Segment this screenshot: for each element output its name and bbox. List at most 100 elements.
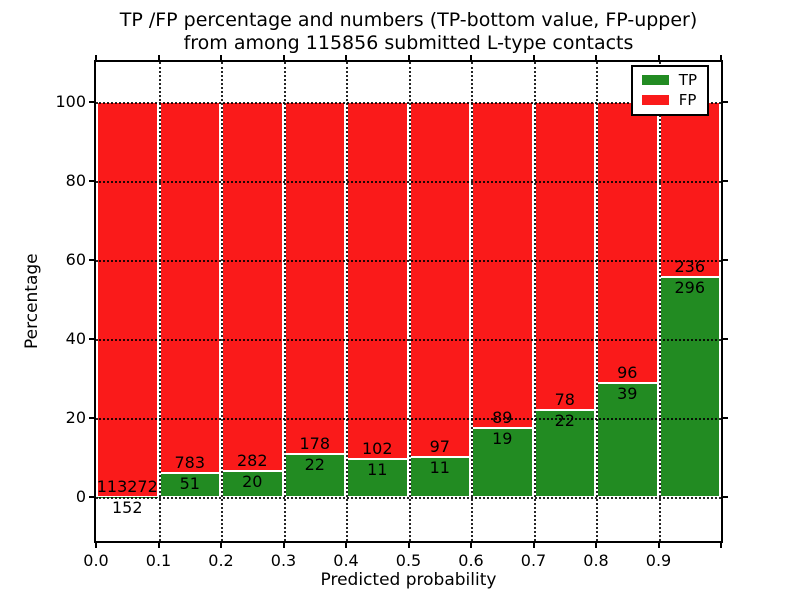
bar-segment-fp <box>347 101 408 459</box>
y-tick-mark <box>89 100 94 103</box>
fp-legend-swatch <box>641 95 669 105</box>
x-tick-mark <box>407 543 410 548</box>
gridline-vertical <box>658 62 661 541</box>
x-tick-label: 0.0 <box>83 551 109 570</box>
legend-item-fp: FP <box>641 91 697 109</box>
gridline-vertical <box>158 62 161 541</box>
bar-segment-fp <box>472 101 533 428</box>
bar-segment-fp <box>659 101 720 278</box>
x-tick-mark-top <box>407 55 410 60</box>
bar-label-fp: 102 <box>361 438 393 458</box>
bar-segment-fp <box>284 101 345 454</box>
gridline-horizontal <box>96 418 721 421</box>
bar-segment-tp <box>159 473 220 498</box>
x-tick-mark <box>220 543 222 548</box>
y-tick-mark-right <box>723 179 728 182</box>
x-tick-label: 0.4 <box>333 551 359 570</box>
x-tick-label: 0.7 <box>520 551 547 570</box>
y-axis-label: Percentage <box>22 253 42 350</box>
x-tick-label: 0.3 <box>270 551 297 570</box>
gridline-vertical <box>346 62 348 541</box>
y-tick-mark-right <box>723 338 728 341</box>
x-tick-mark-top <box>720 55 722 60</box>
bar-label-tp: 51 <box>179 474 200 494</box>
y-tick-mark <box>89 258 94 261</box>
gridline-vertical <box>471 62 473 541</box>
fp-legend-label: FP <box>678 91 697 109</box>
tp-legend-swatch <box>641 75 669 85</box>
y-tick-label: 100 <box>55 91 86 111</box>
bar-label-tp: 152 <box>111 497 143 517</box>
y-tick-mark-right <box>723 496 728 499</box>
x-tick-mark-top <box>345 55 347 60</box>
y-tick-mark <box>89 417 94 420</box>
x-tick-mark-top <box>157 55 160 60</box>
y-tick-mark <box>89 496 94 499</box>
y-tick-mark <box>89 179 94 182</box>
bar-label-tp: 19 <box>492 428 513 448</box>
bar-label-fp: 282 <box>236 451 268 471</box>
tp-legend-label: TP <box>678 71 697 89</box>
y-tick-label: 40 <box>65 329 86 349</box>
x-tick-mark-top <box>95 55 97 60</box>
bar-label-fp: 89 <box>492 407 513 427</box>
y-tick-mark-right <box>723 100 728 103</box>
y-tick-mark <box>89 338 94 341</box>
bar-label-tp: 22 <box>304 454 325 474</box>
x-tick-mark <box>95 543 97 548</box>
gridline-vertical <box>283 62 286 541</box>
gridline-vertical <box>221 62 223 541</box>
legend-item-tp: TP <box>641 71 697 89</box>
bar-label-fp: 236 <box>674 257 706 277</box>
x-tick-label: 0.2 <box>208 551 234 570</box>
chart-title-line2: from among 115856 submitted L-type conta… <box>183 32 634 54</box>
x-tick-label: 0.5 <box>395 551 422 570</box>
x-tick-mark <box>720 543 722 548</box>
bar-segment-tp <box>97 496 158 498</box>
x-tick-label: 0.8 <box>583 551 609 570</box>
gridline-vertical <box>533 62 536 541</box>
x-tick-mark <box>345 543 347 548</box>
y-tick-label: 80 <box>65 170 86 190</box>
y-tick-mark-right <box>723 417 728 420</box>
x-tick-mark <box>595 543 597 548</box>
bar-label-tp: 11 <box>367 459 388 479</box>
x-axis-label: Predicted probability <box>320 570 497 590</box>
x-tick-mark <box>532 543 535 548</box>
gridline-horizontal <box>96 497 721 500</box>
gridline-horizontal <box>96 101 721 104</box>
bar-label-fp: 96 <box>617 363 638 383</box>
bar-label-fp: 178 <box>299 433 331 453</box>
x-tick-mark-top <box>532 55 535 60</box>
x-tick-mark <box>470 543 472 548</box>
x-tick-label: 0.1 <box>145 551 172 570</box>
y-tick-label: 20 <box>65 408 86 428</box>
x-tick-mark-top <box>657 55 660 60</box>
plot-area: TP FP 113272 152 783 51 282 20 178 22 102 11 97 11 8… <box>55 55 728 570</box>
x-tick-mark <box>282 543 285 548</box>
y-tick-label: 0 <box>75 487 86 507</box>
x-tick-mark-top <box>470 55 472 60</box>
gridline-vertical <box>596 62 598 541</box>
y-tick-label: 60 <box>65 249 86 269</box>
bar-label-fp: 783 <box>174 453 206 473</box>
bar-segment-fp <box>409 101 470 458</box>
x-tick-mark <box>157 543 160 548</box>
x-tick-mark-top <box>595 55 597 60</box>
bar-label-tp: 22 <box>554 411 575 431</box>
bar-segment-tp <box>659 277 720 498</box>
chart-title-line1: TP /FP percentage and numbers (TP-bottom… <box>119 9 698 31</box>
bar-label-fp: 113272 <box>96 476 158 496</box>
bar-segment-tp <box>222 471 283 498</box>
bar-label-tp: 11 <box>429 458 450 478</box>
bar-label-fp: 97 <box>429 437 450 457</box>
bar-label-fp: 78 <box>554 390 575 410</box>
bar-segment-tp <box>597 383 658 498</box>
bar-label-tp: 39 <box>617 384 638 404</box>
gridline-horizontal <box>96 339 721 342</box>
gridline-horizontal <box>96 259 721 262</box>
bar-segment-fp <box>597 101 658 384</box>
legend: TP FP <box>630 65 709 116</box>
bar-segment-fp <box>222 101 283 472</box>
